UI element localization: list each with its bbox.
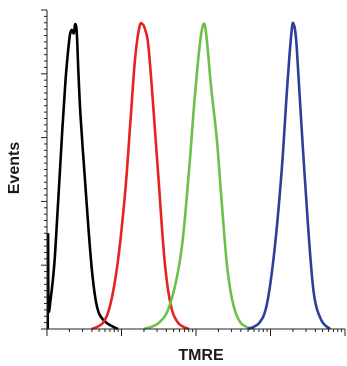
series-line-1 — [46, 22, 119, 331]
series-line-2 — [91, 21, 190, 331]
series-line-3 — [143, 22, 253, 331]
x-axis-title: TMRE — [178, 347, 224, 364]
plot-area — [46, 21, 332, 331]
ticks — [41, 9, 346, 336]
series-line-4 — [247, 21, 332, 331]
y-axis-title: Events — [6, 142, 23, 195]
axes — [46, 10, 345, 330]
